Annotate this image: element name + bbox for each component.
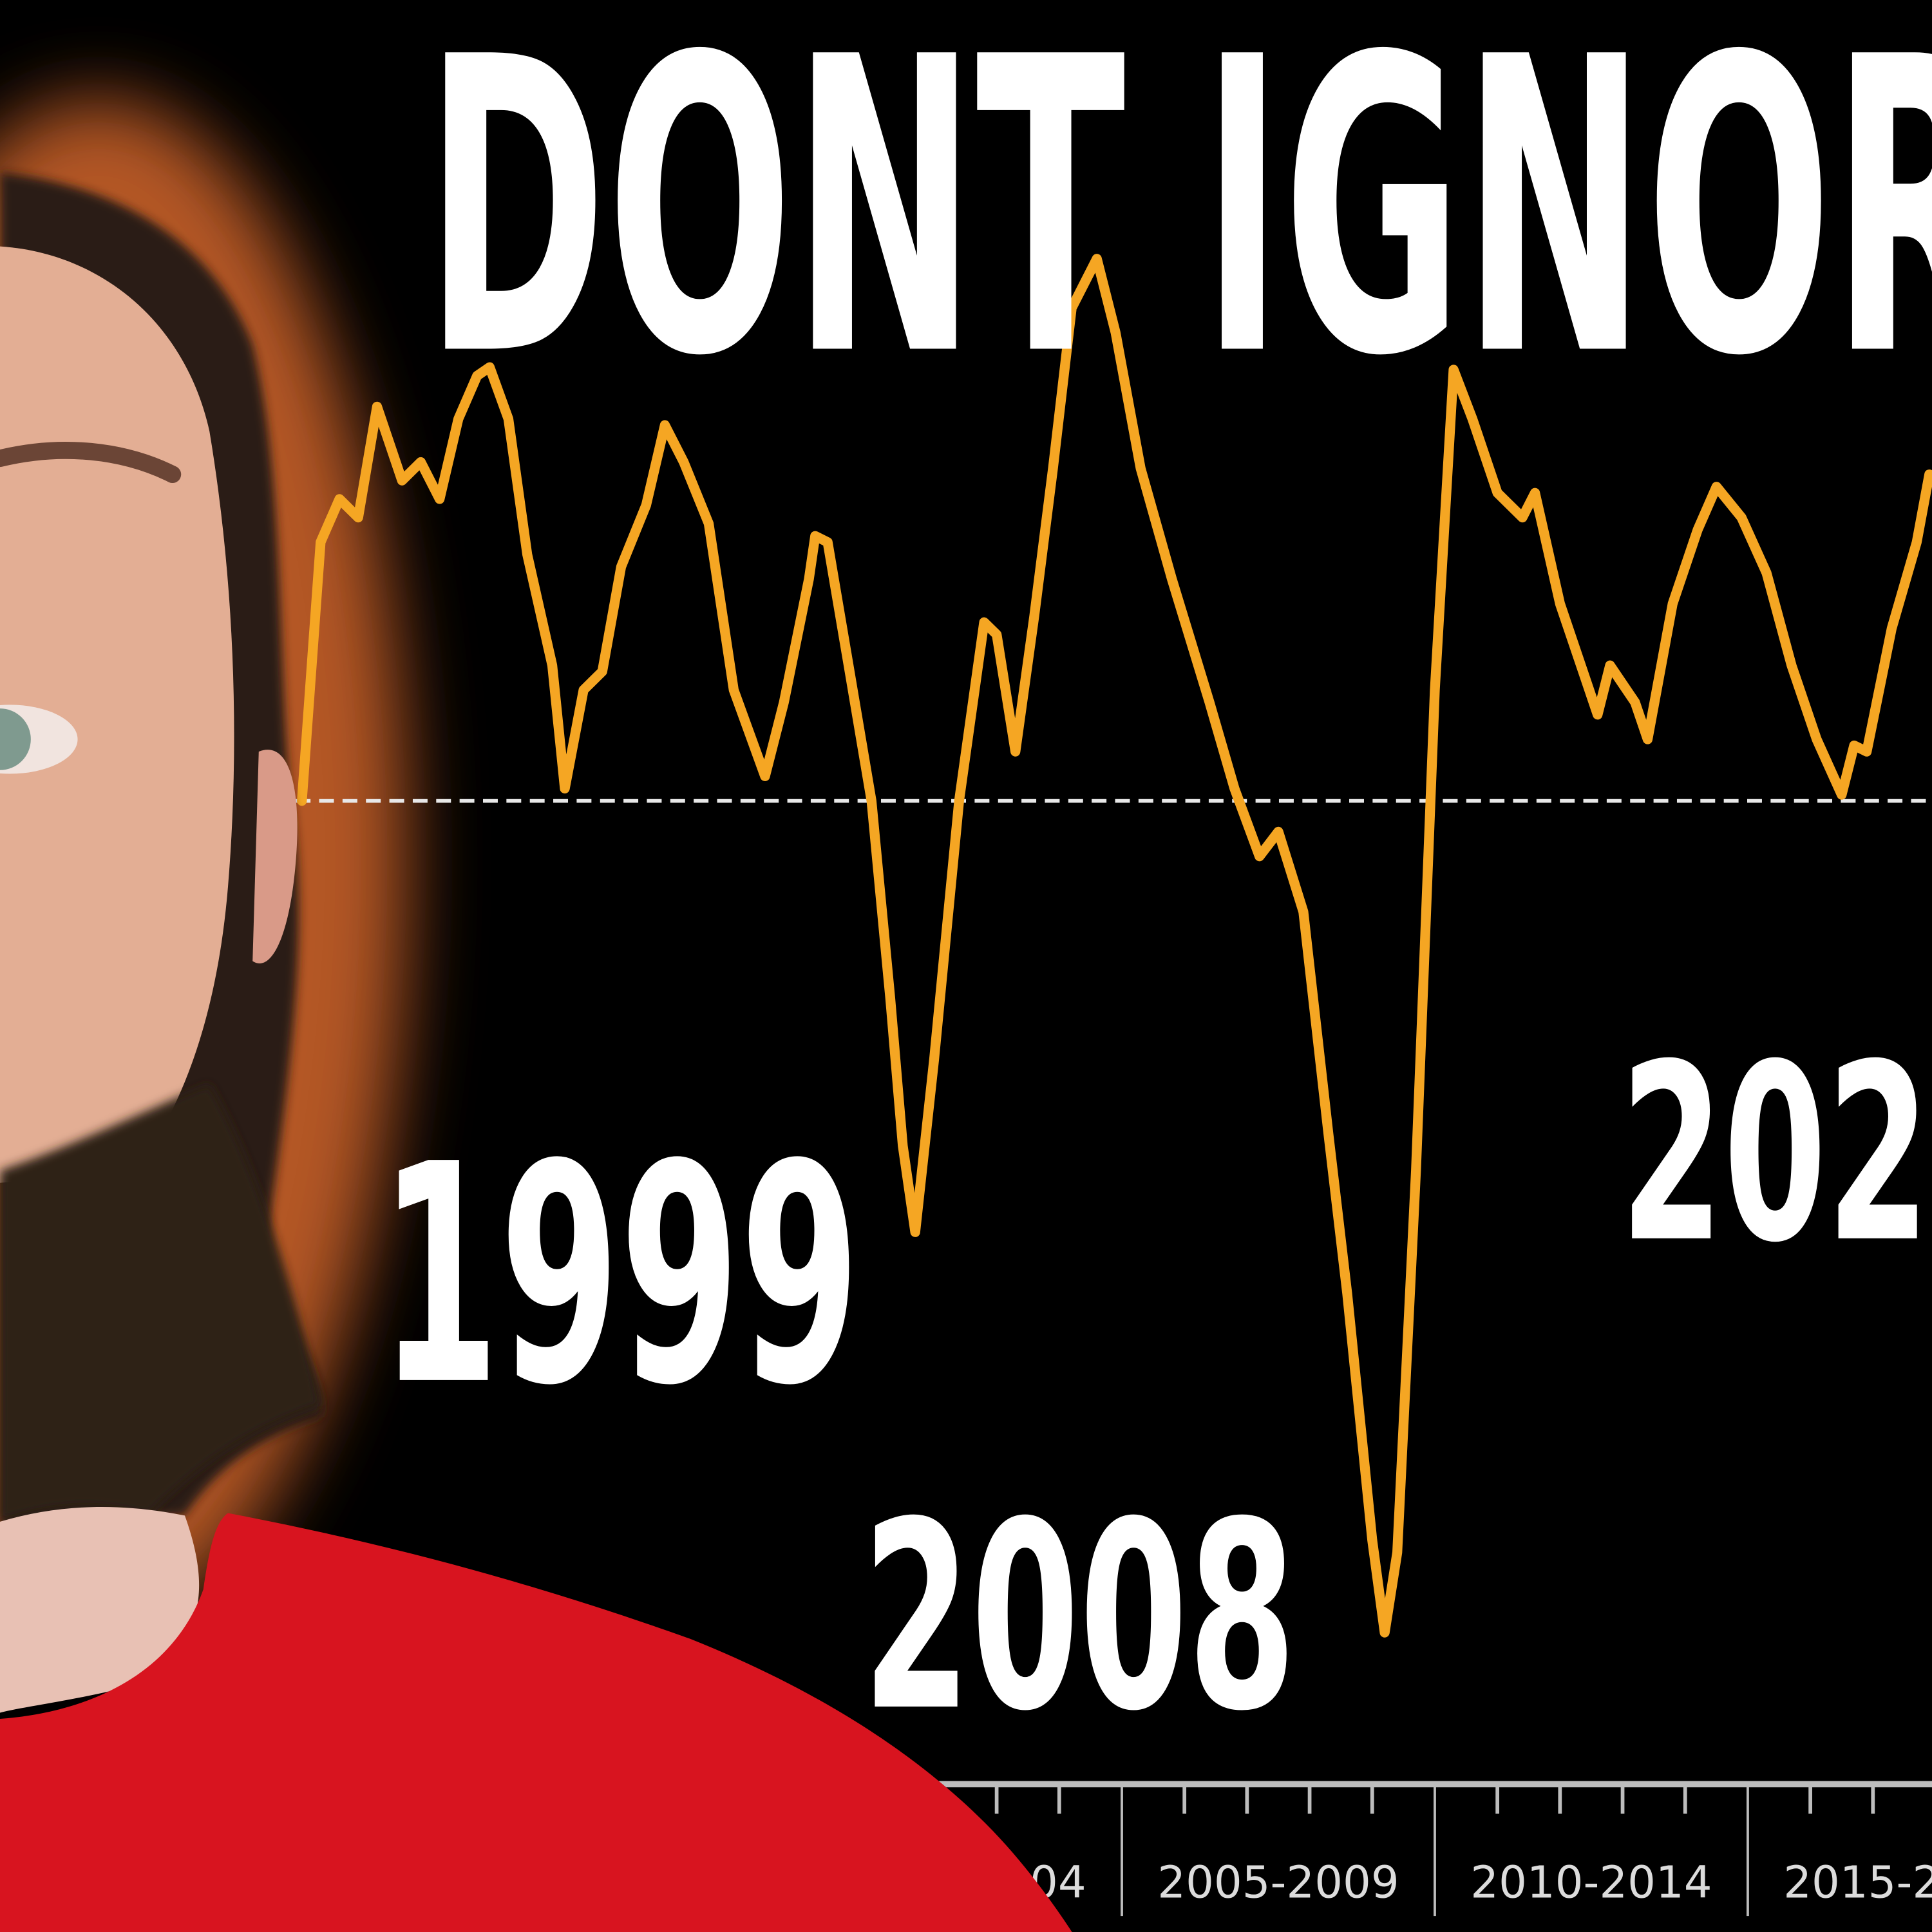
x-tick-label: 2015-2019 [1783, 1857, 1932, 1908]
person-photo [0, 172, 1072, 1932]
ear [252, 750, 298, 963]
beard [0, 1084, 321, 1522]
annotation-1999: 1999 [379, 1100, 860, 1452]
iris [0, 708, 31, 770]
annotation-2020: 2020 [1620, 1012, 1932, 1296]
x-tick-label: 2010-2014 [1470, 1857, 1712, 1908]
red-shirt [0, 1513, 1072, 1932]
neck [0, 1506, 200, 1713]
series-line [297, 254, 1932, 1638]
x-tick-label: 2005-2009 [1157, 1857, 1399, 1908]
x-axis-ticks [932, 1784, 1875, 1917]
annotation-2008: 2008 [862, 1466, 1296, 1768]
eyebrow [0, 442, 182, 483]
headline: DONT IGNORE [425, 0, 1932, 444]
